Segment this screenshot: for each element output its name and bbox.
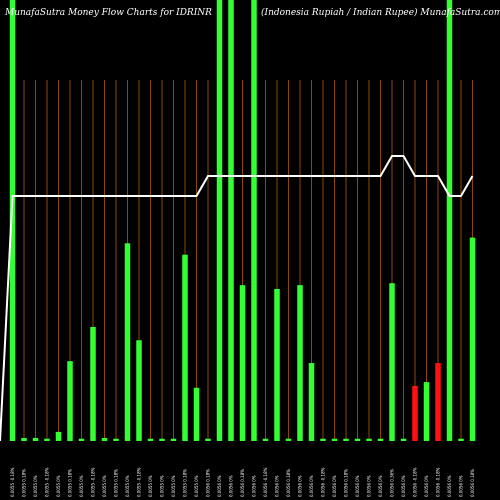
- bar: [469, 237, 476, 441]
- bar: [9, 0, 16, 441]
- x-tick-label: 0.0056 0%: [332, 475, 337, 497]
- bar: [44, 438, 50, 441]
- x-tick-label: 0.0056 0%: [424, 475, 429, 497]
- x-tick-label: 0.0056 0.18%: [470, 469, 475, 497]
- bar: [435, 363, 441, 441]
- bar: [377, 438, 384, 441]
- price-line-layer: [0, 155, 474, 442]
- bar: [343, 438, 349, 441]
- bar: [32, 437, 39, 441]
- x-tick-label: 0.0056 0.36%: [390, 469, 395, 497]
- x-tick-label: 0.0055 0.18%: [114, 469, 119, 497]
- price-line: [0, 155, 474, 442]
- bar: [193, 387, 200, 441]
- x-tick-label: 0.0056 0%: [217, 475, 222, 497]
- x-tick-label: 0.0055 0%: [194, 475, 199, 497]
- bar: [216, 0, 223, 441]
- x-tick-label: 0.0055 0%: [171, 475, 176, 497]
- bar: [285, 438, 292, 441]
- x-tick-label: 0.0056 0%: [355, 475, 360, 497]
- bar: [101, 437, 108, 441]
- x-tick-label: 0.0056 0%: [459, 475, 464, 497]
- x-tick-label: 0.0056 0%: [367, 475, 372, 497]
- bar: [113, 438, 119, 441]
- x-tick-label: 0.0056 0%: [298, 475, 303, 497]
- x-tick-label: 0.0055 -0.18%: [10, 467, 15, 497]
- chart-title-left: MunafaSutra Money Flow Charts for IDRINR: [4, 8, 212, 18]
- x-tick-label: 0.0055 0%: [79, 475, 84, 497]
- x-tick-label: 0.0056 0%: [252, 475, 257, 497]
- x-tick-label: 0.0056 0%: [378, 475, 383, 497]
- bar: [389, 283, 395, 441]
- x-tick-label: 0.0055 0%: [102, 475, 107, 497]
- bar: [78, 438, 85, 441]
- bar: [423, 382, 430, 441]
- x-tick-label: 0.0056 0.18%: [240, 469, 245, 497]
- bar: [458, 438, 464, 441]
- bar: [297, 285, 303, 441]
- bar: [228, 0, 234, 441]
- x-tick-label: 0.0055 -0.18%: [45, 467, 50, 497]
- bar: [239, 285, 246, 441]
- bar: [55, 431, 62, 441]
- x-tick-label: 0.0056 0%: [275, 475, 280, 497]
- x-tick-label: 0.0055 0.18%: [22, 469, 27, 497]
- x-tick-label: 0.0056 -0.18%: [263, 467, 268, 497]
- bar: [205, 438, 211, 441]
- bar: [308, 363, 315, 441]
- x-tick-label: 0.0056 0%: [447, 475, 452, 497]
- x-tick-label: 0.0056 -0.18%: [321, 467, 326, 497]
- bar: [412, 385, 418, 441]
- x-tick-label: 0.0056 0.18%: [206, 469, 211, 497]
- x-tick-label: 0.0055 -0.18%: [91, 467, 96, 497]
- x-tick-label: 0.0055 0%: [125, 475, 130, 497]
- bar: [274, 288, 280, 441]
- bar: [366, 438, 372, 441]
- x-tick-label: 0.0055 0%: [56, 475, 61, 497]
- bar: [90, 326, 96, 441]
- bar: [147, 438, 154, 441]
- bar: [446, 0, 453, 441]
- bar: [320, 438, 326, 441]
- x-tick-label: 0.0056 0.18%: [344, 469, 349, 497]
- x-tick-label: 0.0056 0.18%: [286, 469, 291, 497]
- bar: [331, 438, 338, 441]
- bars: [9, 0, 476, 441]
- x-tick-label: 0.0055 0.18%: [183, 469, 188, 497]
- bar: [21, 437, 27, 441]
- bar: [67, 361, 73, 441]
- bar: [170, 438, 177, 441]
- bar: [182, 254, 188, 441]
- x-tick-label: 0.0056 0%: [401, 475, 406, 497]
- x-tick-labels: 0.0055 -0.18% 0.0055 0.18% 0.0055 0% 0.0055…: [10, 467, 475, 497]
- x-tick-label: 0.0055 0%: [148, 475, 153, 497]
- x-tick-label: 0.0056 0%: [229, 475, 234, 497]
- x-tick-label: 0.0055 0%: [160, 475, 165, 497]
- bar: [159, 438, 165, 441]
- bar: [251, 0, 257, 441]
- bar: [136, 340, 142, 441]
- bar: [262, 438, 269, 441]
- bar: [124, 243, 131, 441]
- bar: [354, 438, 361, 441]
- x-tick-label: 0.0056 -0.18%: [413, 467, 418, 497]
- x-tick-label: 0.0055 0.18%: [68, 469, 73, 497]
- x-tick-label: 0.0055 0%: [33, 475, 38, 497]
- chart-title-right: (Indonesia Rupiah / Indian Rupee) Munafa…: [261, 7, 500, 18]
- x-tick-label: 0.0056 -0.18%: [436, 467, 441, 497]
- x-tick-label: 0.0056 0%: [309, 475, 314, 497]
- x-tick-label: 0.0055 -0.18%: [137, 467, 142, 497]
- bar: [400, 438, 407, 441]
